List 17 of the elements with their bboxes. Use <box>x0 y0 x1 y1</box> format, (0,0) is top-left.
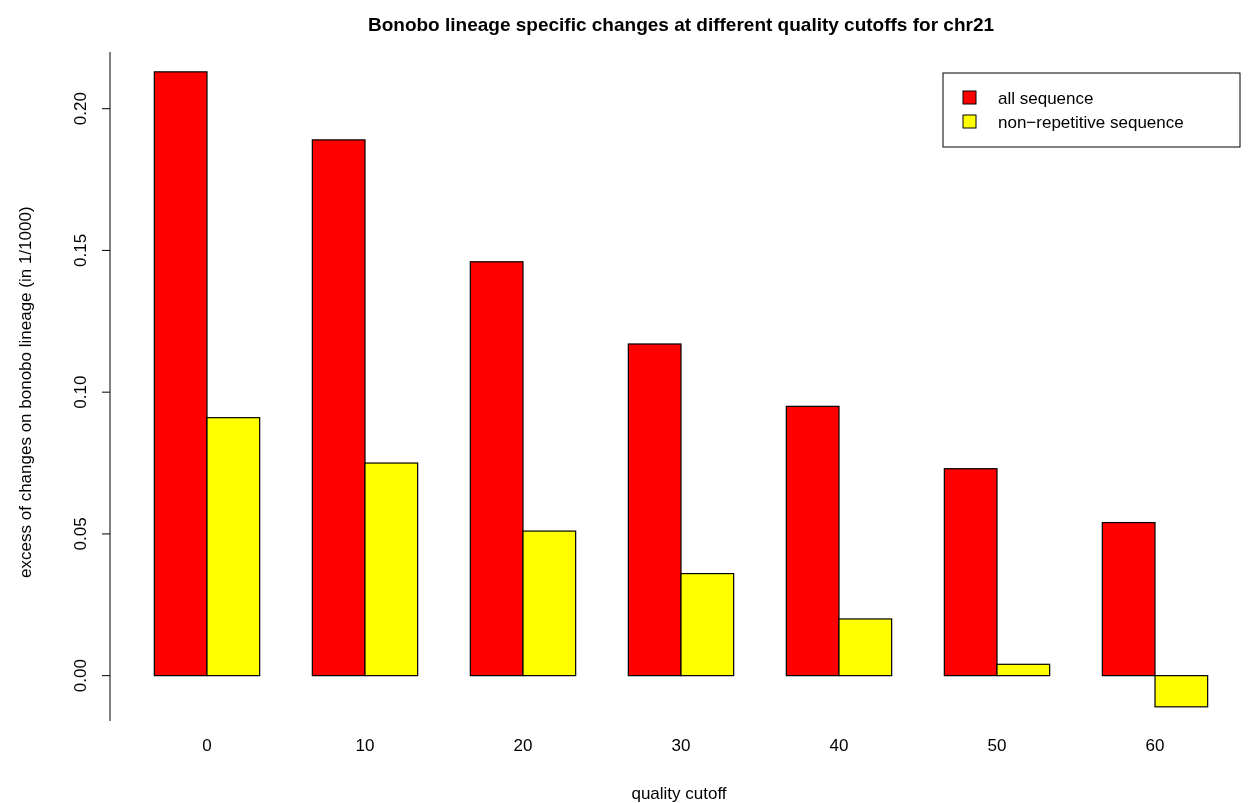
y-tick-label: 0.20 <box>71 92 90 126</box>
y-tick-label: 0.10 <box>71 375 90 409</box>
x-tick-label: 30 <box>671 736 691 755</box>
x-tick-label: 10 <box>355 736 375 755</box>
y-tick-label: 0.15 <box>71 233 90 267</box>
x-tick-label: 60 <box>1145 736 1165 755</box>
legend-label: non−repetitive sequence <box>998 113 1184 132</box>
y-axis-title: excess of changes on bonobo lineage (in 1/1000) <box>16 206 35 578</box>
x-tick-label: 0 <box>202 736 212 755</box>
chart-title: Bonobo lineage specific changes at different quality cutoffs for chr21 <box>367 14 995 35</box>
x-tick-label: 20 <box>513 736 533 755</box>
y-tick-label: 0.00 <box>71 659 90 693</box>
x-tick-label: 40 <box>829 736 849 755</box>
x-tick-label: 50 <box>987 736 1007 755</box>
x-axis-title: quality cutoff <box>631 784 727 803</box>
y-tick-label: 0.05 <box>71 517 90 551</box>
legend-label: all sequence <box>998 89 1094 108</box>
